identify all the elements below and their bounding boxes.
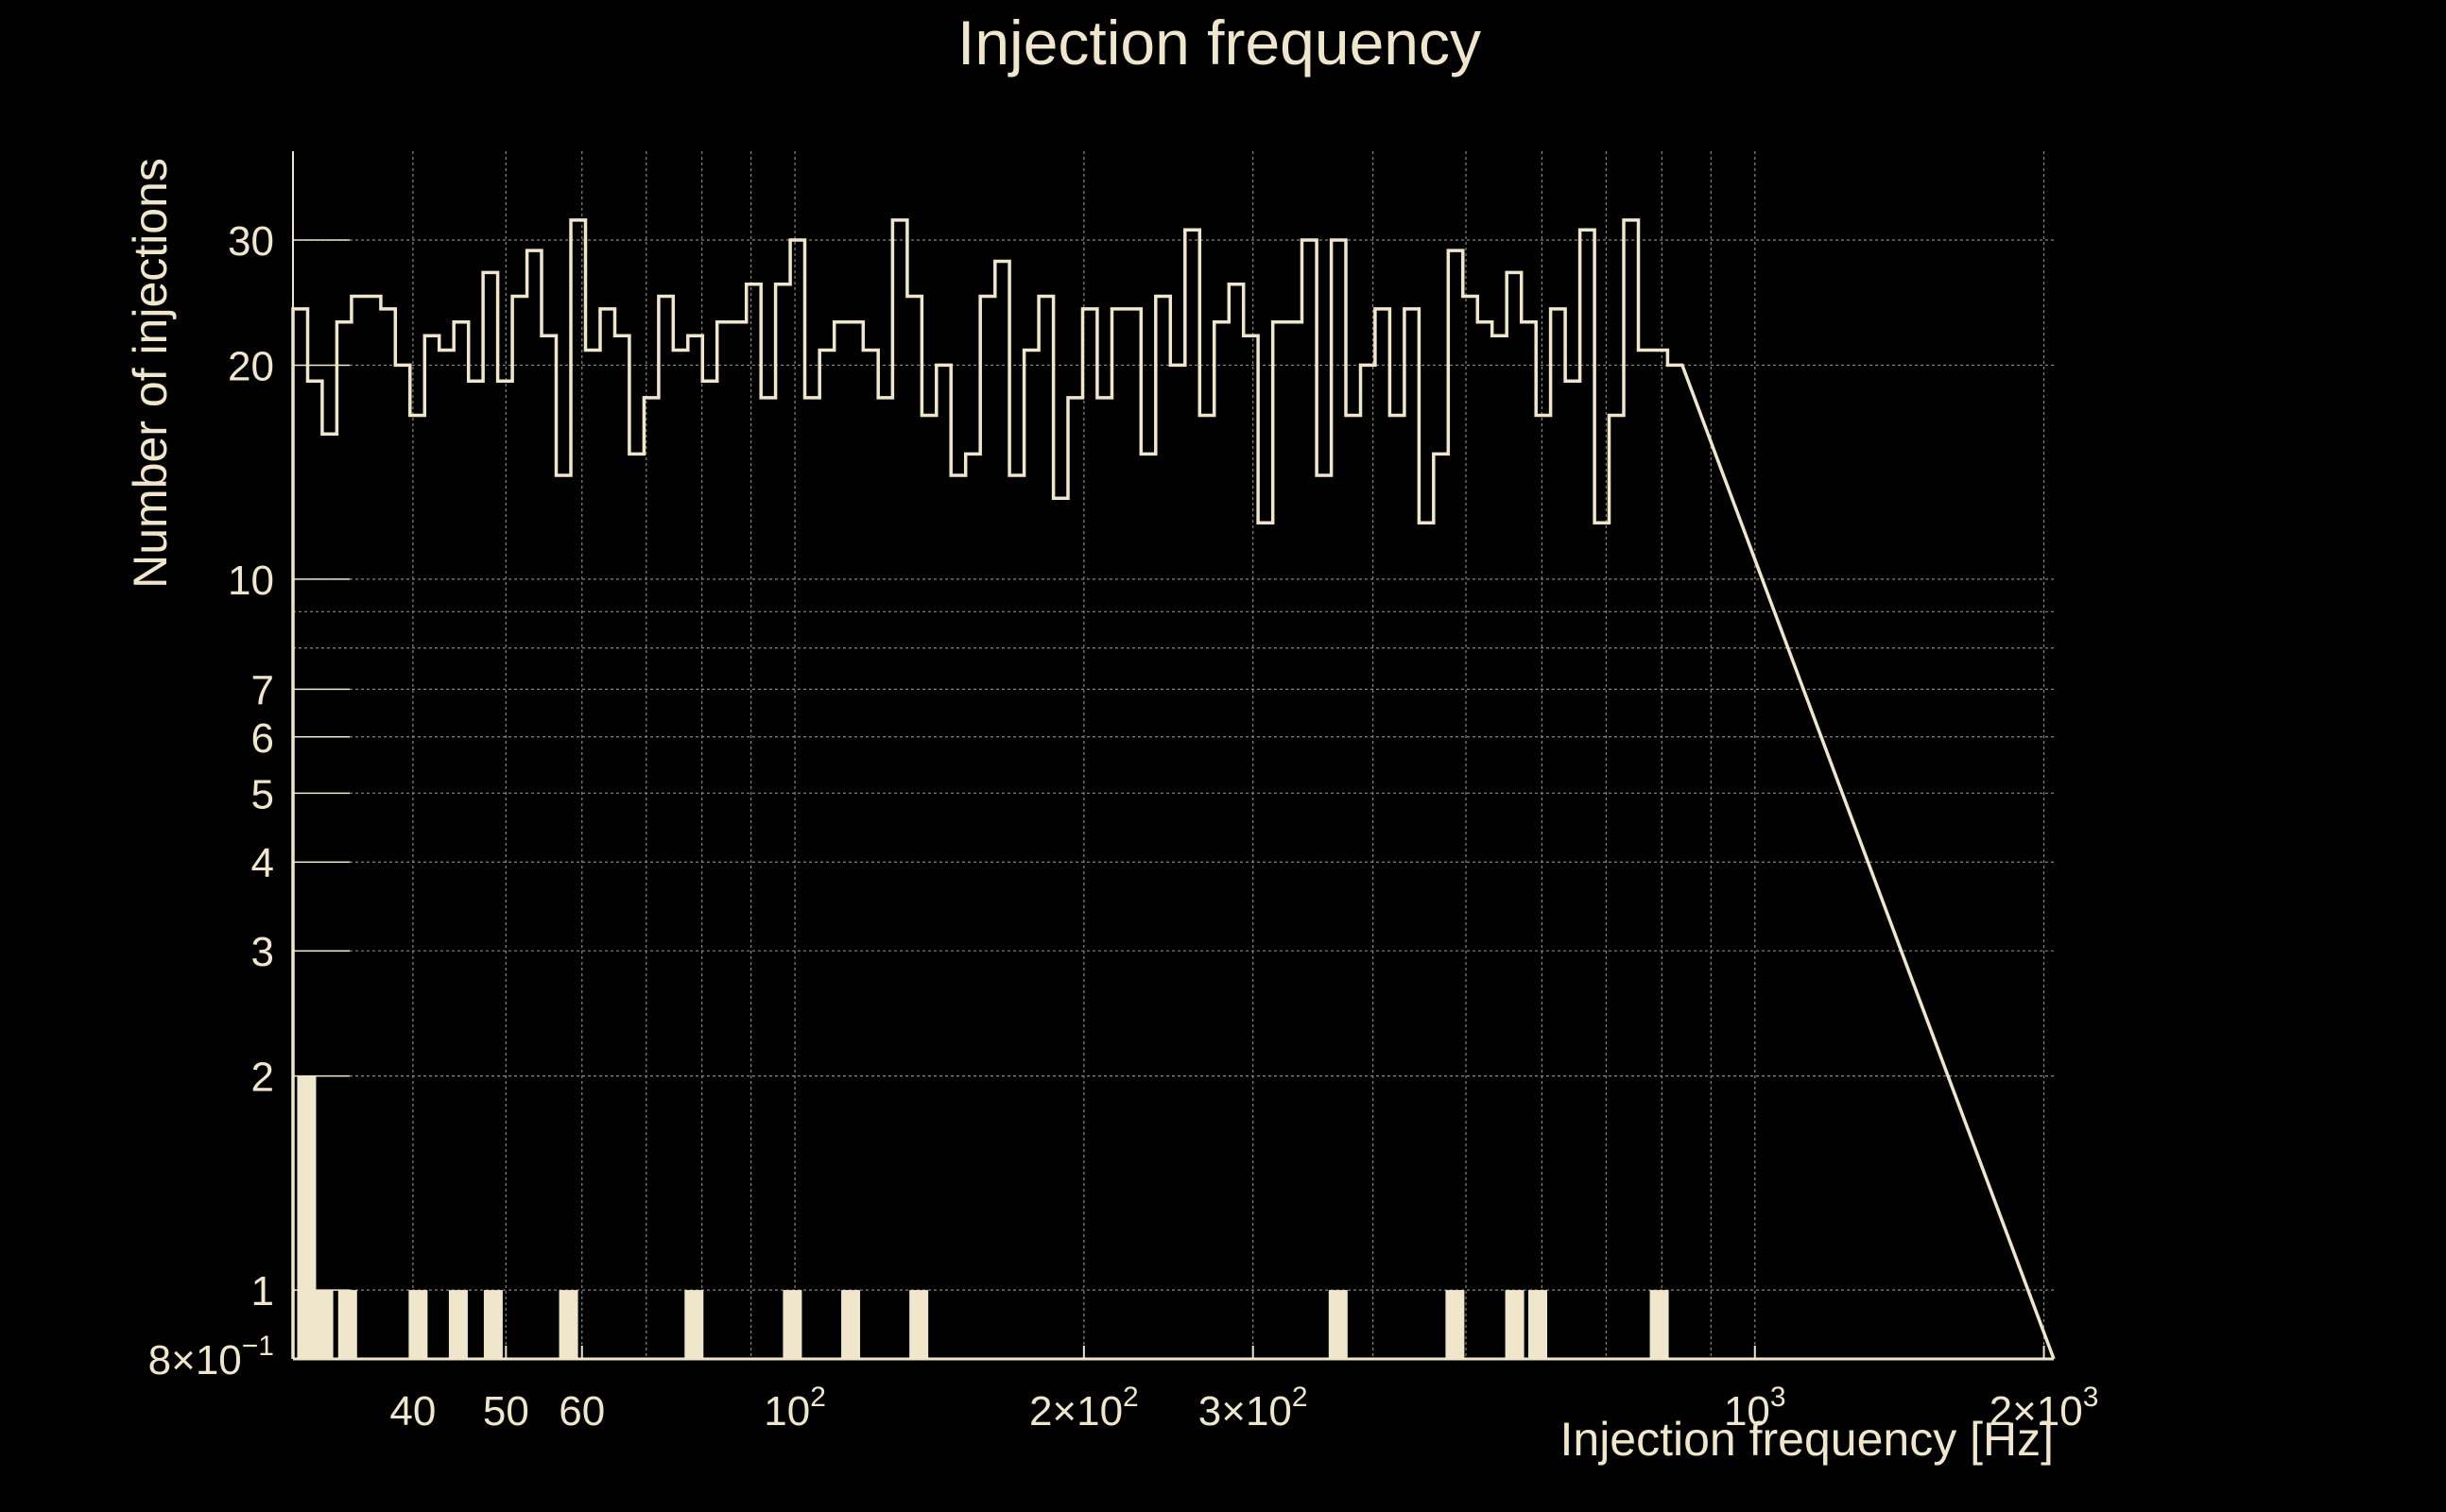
x-tick-label: 2×103 <box>1990 1382 2099 1435</box>
histogram-bar <box>297 1075 317 1359</box>
x-tick-label: 103 <box>1724 1382 1786 1435</box>
histogram-bar <box>841 1290 861 1359</box>
y-tick-label: 10 <box>228 558 274 604</box>
x-axis-label: Injection frequency [Hz] <box>1560 1413 2055 1466</box>
histogram-bar <box>314 1290 334 1359</box>
histogram-bar <box>684 1290 704 1359</box>
x-tick-label: 2×102 <box>1029 1382 1139 1435</box>
histogram-bar <box>1649 1290 1669 1359</box>
step-layer <box>291 218 2056 1360</box>
axes-layer <box>292 151 2054 1361</box>
histogram-bar <box>559 1290 578 1359</box>
y-tick-label: 6 <box>251 715 274 762</box>
histogram-bar <box>337 1290 357 1359</box>
histogram-step-line <box>291 218 2056 1360</box>
histogram-bar <box>483 1290 503 1359</box>
grid-layer <box>293 151 2054 1359</box>
x-tick-label: 60 <box>559 1388 605 1435</box>
y-tick-label: 5 <box>251 771 274 817</box>
histogram-bar <box>909 1290 929 1359</box>
x-tick-label: 40 <box>389 1388 436 1435</box>
histogram-bar <box>448 1290 468 1359</box>
histogram-bar <box>1528 1290 1548 1359</box>
bars-layer <box>297 1075 1669 1359</box>
x-tick-label: 50 <box>483 1388 529 1435</box>
histogram-bar <box>1328 1290 1348 1359</box>
y-tick-label: 8×10−1 <box>148 1331 274 1383</box>
y-tick-label: 7 <box>251 667 274 713</box>
y-tick-label: 1 <box>251 1268 274 1314</box>
y-tick-label: 20 <box>228 343 274 389</box>
x-tick-label: 102 <box>764 1382 826 1435</box>
y-tick-label: 2 <box>251 1055 274 1101</box>
y-tick-label: 30 <box>228 218 274 265</box>
y-tick-label: 3 <box>251 929 274 975</box>
y-axis-label: Number of injections <box>124 158 177 589</box>
chart-title: Injection frequency <box>957 8 1481 77</box>
y-tick-label: 4 <box>251 840 274 886</box>
histogram-bar <box>1445 1290 1465 1359</box>
histogram-bar <box>408 1290 428 1359</box>
histogram-bar <box>1505 1290 1524 1359</box>
tick-label-layer: 40 50 60 102 2×102 3×102 103 2×103 8×10−1 1 2 3 4 5 67… <box>148 218 2099 1435</box>
histogram-bar <box>783 1290 802 1359</box>
x-tick-label: 3×102 <box>1198 1382 1308 1435</box>
